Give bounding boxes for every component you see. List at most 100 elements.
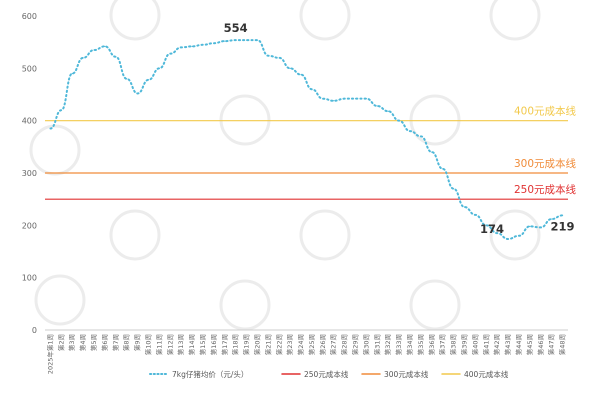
x-tick-label: 第10周	[144, 334, 153, 355]
x-tick-label: 第26周	[318, 334, 327, 355]
data-point	[147, 79, 150, 81]
watermark-logo	[409, 279, 461, 331]
data-point	[474, 214, 476, 216]
data-point	[213, 42, 215, 44]
x-tick-label: 第20周	[252, 334, 261, 355]
cost-line-label: 250元成本线	[514, 183, 577, 196]
x-tick-label: 第25周	[307, 334, 316, 355]
x-tick-label: 第32周	[383, 334, 392, 355]
data-label: 554	[224, 21, 248, 35]
x-tick-label: 第9周	[133, 334, 142, 351]
data-point	[104, 45, 106, 47]
chart-axes: 01002003004005006002025年第1周 第2周 第3周 第4周 第5周第…	[22, 12, 568, 374]
x-tick-label: 第45周	[525, 334, 534, 355]
data-point	[191, 45, 193, 47]
data-point	[496, 232, 498, 234]
x-tick-label: 第19周	[242, 334, 251, 355]
x-tick-label: 第29周	[351, 334, 360, 355]
x-tick-label: 第7周	[111, 334, 120, 351]
data-point	[518, 235, 520, 237]
data-point	[452, 188, 455, 190]
x-tick-label: 2025年第1周	[45, 334, 54, 374]
data-point	[202, 44, 204, 46]
x-tick-label: 第42周	[492, 334, 501, 355]
y-tick-label: 500	[22, 64, 37, 73]
data-point	[431, 151, 433, 153]
x-tick-label: 第4周	[78, 334, 87, 351]
data-point	[245, 39, 248, 41]
x-tick-label: 第27周	[329, 334, 338, 355]
data-label: 219	[551, 219, 575, 233]
x-tick-label: 第44周	[514, 334, 523, 355]
data-point	[485, 224, 487, 226]
x-tick-label: 第40周	[470, 334, 479, 355]
series-layer	[49, 39, 564, 240]
watermark-logo	[299, 0, 351, 41]
watermark-logo	[34, 274, 86, 326]
x-tick-label: 第3周	[67, 334, 76, 351]
data-point	[224, 40, 226, 42]
watermark-logo	[109, 0, 161, 41]
x-tick-label: 第39周	[459, 334, 468, 355]
data-point	[60, 109, 62, 111]
x-tick-label: 第11周	[154, 334, 163, 355]
y-tick-label: 200	[22, 221, 37, 230]
x-tick-label: 第17周	[220, 334, 229, 355]
data-point	[529, 225, 531, 227]
legend-label: 300元成本线	[384, 369, 429, 379]
x-tick-label: 第35周	[416, 334, 425, 355]
watermark-logo	[409, 94, 461, 146]
cost-line-label: 300元成本线	[514, 157, 577, 170]
x-tick-label: 第37周	[438, 334, 447, 355]
data-point	[398, 120, 400, 122]
watermark-logo	[219, 279, 271, 331]
data-point	[82, 57, 84, 59]
data-point	[322, 98, 324, 100]
x-tick-label: 第2周	[56, 334, 65, 351]
x-tick-label: 第43周	[503, 334, 512, 355]
data-labels: 554 174 219	[224, 21, 575, 236]
x-tick-label: 第41周	[481, 334, 490, 355]
data-point	[126, 78, 128, 80]
data-point	[420, 135, 422, 137]
x-tick-label: 第5周	[89, 334, 98, 351]
series-line-piglet-price	[49, 39, 564, 240]
data-point	[49, 127, 52, 130]
x-tick-label: 第46周	[536, 334, 545, 355]
data-point	[409, 130, 411, 132]
x-tick-label: 第31周	[372, 334, 381, 355]
data-label: 174	[480, 222, 504, 236]
x-tick-label: 第22周	[274, 334, 283, 355]
data-point	[344, 98, 346, 100]
x-tick-label: 第21周	[263, 334, 272, 355]
x-tick-label: 第47周	[547, 334, 556, 355]
x-tick-label: 第28周	[340, 334, 349, 355]
x-tick-label: 第38周	[449, 334, 458, 355]
data-point	[71, 72, 73, 75]
x-tick-label: 第23周	[285, 334, 294, 355]
x-tick-label: 第16周	[209, 334, 218, 355]
data-point	[180, 46, 182, 49]
data-point	[333, 100, 335, 102]
data-point	[365, 98, 368, 100]
x-tick-label: 第30周	[361, 334, 370, 355]
x-tick-label: 第36周	[427, 334, 436, 355]
x-tick-label: 第6周	[100, 334, 109, 351]
y-tick-label: 300	[22, 169, 37, 178]
data-point	[387, 110, 389, 112]
x-tick-label: 第18周	[231, 334, 240, 355]
data-point	[561, 214, 564, 216]
data-point	[267, 55, 269, 57]
x-tick-label: 第48周	[558, 334, 567, 355]
data-point	[463, 206, 466, 208]
watermark-logo	[109, 209, 161, 261]
data-point	[235, 39, 237, 41]
data-point	[540, 226, 542, 229]
data-point	[289, 67, 291, 69]
watermark-logo	[489, 209, 541, 261]
data-point	[137, 92, 139, 95]
y-tick-label: 0	[32, 326, 37, 335]
y-tick-label: 100	[22, 274, 37, 283]
x-tick-label: 第13周	[176, 334, 185, 355]
